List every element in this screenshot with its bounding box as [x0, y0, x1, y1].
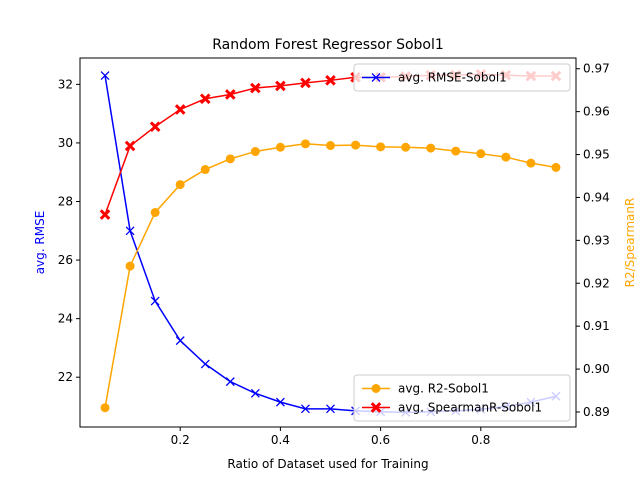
series-spearman-point: [325, 74, 336, 86]
y-tick-label-left: 22: [58, 370, 73, 384]
x-tick-label: 0.6: [371, 433, 390, 447]
series-spearman-point: [224, 89, 236, 100]
series-rmse-point: [326, 404, 335, 414]
y-tick-label-left: 28: [58, 195, 73, 209]
series-r2-point: [250, 147, 260, 157]
series-r2-point: [426, 143, 436, 153]
legend-swatch-point: [370, 402, 382, 413]
legend-upper: avg. RMSE-Sobol1: [353, 63, 571, 92]
series-spearman-point: [124, 140, 136, 152]
plot-frame: [79, 57, 577, 428]
y-tick-label-right: 0.89: [583, 405, 610, 419]
y-tick-label-right: 0.94: [583, 190, 610, 204]
series-rmse-point: [300, 404, 310, 414]
x-tick-label: 0.2: [171, 433, 190, 447]
x-axis-label: Ratio of Dataset used for Training: [227, 457, 428, 471]
series-r2-point: [100, 403, 110, 413]
series-r2-point: [275, 142, 285, 152]
y-tick-label-left: 26: [58, 253, 73, 267]
series-r2-point: [476, 149, 486, 159]
y-tick-label-left: 24: [58, 312, 73, 326]
series-r2-point: [451, 146, 461, 156]
y-tick-label-right: 0.95: [583, 148, 610, 162]
series-r2-point: [150, 207, 160, 217]
legend-label: avg. RMSE-Sobol1: [398, 71, 507, 85]
series-spearman-point: [250, 82, 261, 94]
series-r2-point: [200, 165, 210, 175]
series-r2: [100, 139, 561, 413]
series-spearman-point: [199, 93, 211, 105]
x-tick-label: 0.8: [471, 433, 490, 447]
series-rmse-point: [100, 71, 110, 81]
legend-label: avg. SpearmanR-Sobol1: [398, 401, 542, 415]
x-tick-label: 0.4: [271, 433, 290, 447]
legend-box: [353, 374, 571, 422]
series-r2-point: [225, 154, 235, 164]
series-rmse-point: [275, 397, 285, 407]
series-rmse-point: [125, 226, 135, 236]
y-tick-label-right: 0.96: [583, 105, 610, 119]
series-r2-point: [300, 139, 310, 149]
series-spearman-point: [275, 80, 286, 92]
y-axis-label-right: R2/SpearmanR: [623, 198, 637, 288]
y-tick-label-left: 32: [58, 77, 73, 91]
series-r2-point: [351, 140, 361, 150]
series-rmse-point: [225, 377, 235, 387]
y-tick-label-right: 0.90: [583, 362, 610, 376]
chart-title: Random Forest Regressor Sobol1: [212, 37, 444, 53]
series-r2-point: [501, 152, 511, 162]
series-spearman-point: [99, 209, 111, 220]
y-axis-label-left: avg. RMSE: [33, 211, 47, 275]
series-r2-point: [401, 142, 411, 152]
series-rmse-point: [200, 359, 210, 369]
legend-label: avg. R2-Sobol1: [398, 382, 489, 396]
series-spearman-point: [300, 77, 311, 89]
series-r2-point: [551, 162, 561, 172]
series-r2-point: [526, 158, 536, 168]
y-tick-label-right: 0.91: [583, 319, 610, 333]
series-r2-point: [125, 261, 135, 271]
legend-box: [353, 63, 571, 92]
series-r2-point: [175, 180, 185, 190]
y-tick-label-left: 30: [58, 136, 73, 150]
series-r2-point: [326, 141, 336, 151]
series-rmse-point: [250, 388, 260, 398]
y-tick-label-right: 0.97: [583, 62, 610, 76]
y-tick-label-right: 0.93: [583, 233, 610, 247]
series-spearman-point: [149, 121, 161, 132]
legend-swatch-point: [371, 73, 381, 82]
series-spearman-point: [174, 104, 186, 115]
series-rmse-point: [175, 336, 185, 346]
y-tick-label-right: 0.92: [583, 276, 610, 290]
series-r2-point: [376, 142, 386, 152]
legend-lower: avg. R2-Sobol1 avg. SpearmanR-Sobol1: [353, 374, 571, 422]
legend-swatch-point: [371, 384, 381, 393]
series-rmse-point: [150, 296, 160, 306]
